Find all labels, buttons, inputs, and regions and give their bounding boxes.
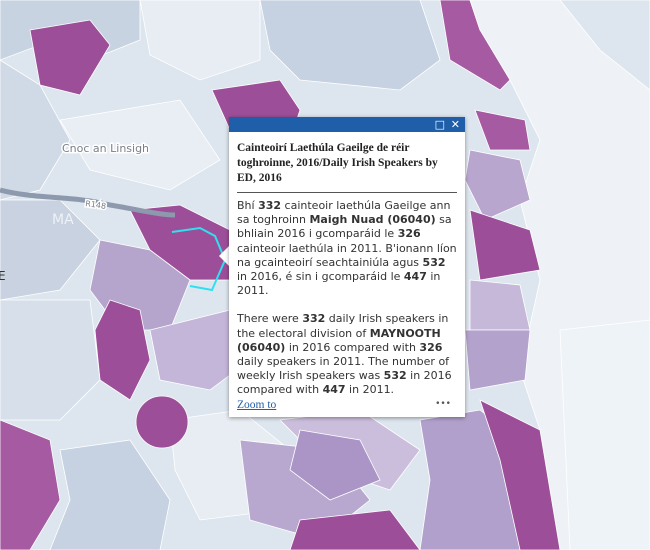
place-label: Cnoc an Linsigh bbox=[62, 142, 149, 155]
text: sa bhliain 2016 i gcomparáid le bbox=[237, 213, 452, 241]
text: in 2011. bbox=[237, 270, 441, 298]
bold-text: 326 bbox=[397, 227, 421, 241]
text: cainteoir laethúla in 2011. B'ionann lío… bbox=[237, 241, 457, 269]
more-button[interactable]: ••• bbox=[435, 399, 451, 409]
bold-text: 326 bbox=[419, 340, 443, 354]
text: cainteoir laethúla Gaeilge ann sa toghro… bbox=[237, 199, 451, 227]
bold-text: 447 bbox=[403, 270, 427, 284]
popup: □ ✕ Cainteoirí Laethúla Gaeilge de réir … bbox=[229, 117, 465, 417]
text: There were bbox=[237, 312, 303, 326]
bold-text: 532 bbox=[383, 369, 407, 383]
maximize-button[interactable]: □ bbox=[434, 118, 445, 131]
popup-paragraph: There were 332 daily Irish speakers in t… bbox=[237, 312, 457, 395]
place-label: MA bbox=[52, 212, 74, 228]
popup-header: □ ✕ bbox=[229, 117, 465, 132]
zoom-to-link[interactable]: Zoom to bbox=[237, 399, 277, 411]
text: in 2016, é sin i gcomparáid le bbox=[237, 270, 404, 284]
place-label: E bbox=[0, 269, 6, 283]
close-button[interactable]: ✕ bbox=[450, 118, 460, 131]
bold-text: MAYNOOTH (06040) bbox=[237, 326, 441, 354]
popup-content: Bhí 332 cainteoir laethúla Gaeilge ann s… bbox=[237, 199, 457, 395]
road bbox=[0, 187, 176, 218]
popup-paragraph: Bhí 332 cainteoir laethúla Gaeilge ann s… bbox=[237, 199, 457, 298]
bold-text: 332 bbox=[302, 312, 326, 326]
text: in 2016 compared with bbox=[285, 340, 420, 354]
text: in 2016 compared with bbox=[237, 369, 452, 395]
text: in 2011. bbox=[345, 383, 395, 395]
text: Bhí bbox=[237, 199, 259, 212]
text: daily Irish speakers in the electoral di… bbox=[237, 312, 449, 340]
bold-text: 532 bbox=[422, 255, 446, 269]
popup-pointer bbox=[219, 246, 229, 266]
bold-text: Maigh Nuad (06040) bbox=[309, 213, 436, 227]
popup-title: Cainteoirí Laethúla Gaeilge de réir togh… bbox=[237, 141, 457, 193]
bold-text: 447 bbox=[322, 383, 346, 395]
bold-text: 332 bbox=[258, 199, 282, 212]
text: daily speakers in 2011. The number of we… bbox=[237, 355, 450, 383]
